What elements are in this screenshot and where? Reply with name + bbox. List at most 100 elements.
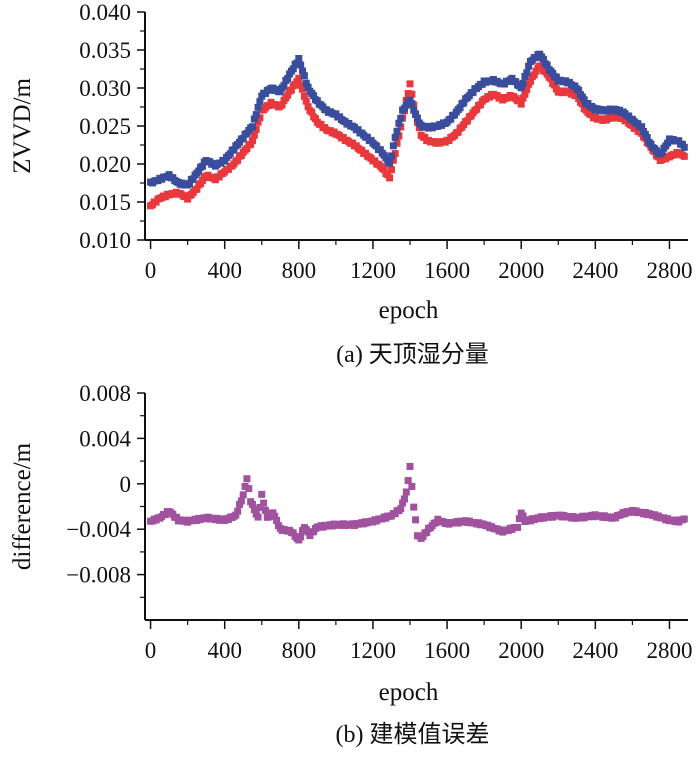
data-point (230, 146, 238, 154)
data-point (387, 166, 395, 174)
data-point (469, 88, 477, 96)
x-axis-title: epoch (379, 679, 439, 706)
data-point (395, 132, 403, 140)
data-point (551, 81, 559, 89)
x-tick-label: 800 (282, 638, 317, 663)
y-tick-label: 0.004 (79, 426, 131, 451)
data-point (311, 115, 319, 123)
data-point (308, 108, 316, 116)
data-point (239, 491, 247, 499)
data-point (647, 140, 655, 148)
data-point (423, 528, 431, 536)
data-point (393, 127, 401, 135)
data-point (382, 154, 390, 162)
data-point (273, 516, 281, 524)
data-point (300, 92, 308, 100)
data-point (538, 63, 546, 71)
data-point (297, 533, 305, 541)
data-point (289, 65, 297, 73)
data-point (276, 88, 284, 96)
data-point (408, 100, 416, 108)
data-point (397, 114, 405, 122)
data-point (552, 73, 560, 81)
data-point (278, 101, 286, 109)
x-axis-title: epoch (379, 297, 439, 324)
data-point (248, 500, 256, 508)
panel-caption: (b) 建模值误差 (336, 721, 490, 748)
data-point (295, 54, 303, 62)
data-point (526, 77, 534, 85)
data-point (265, 513, 273, 521)
data-point (530, 71, 538, 79)
data-point (243, 475, 251, 483)
data-point (473, 105, 481, 113)
data-point (523, 86, 531, 94)
data-point (664, 139, 672, 147)
y-tick-label: 0.020 (79, 152, 131, 177)
data-point (389, 142, 397, 150)
data-point (221, 157, 229, 165)
data-point (406, 462, 414, 470)
data-point (543, 61, 551, 69)
data-point (539, 55, 547, 63)
data-point (284, 91, 292, 99)
data-point (547, 75, 555, 83)
data-point (400, 495, 408, 503)
data-point (302, 97, 310, 105)
data-point (386, 159, 394, 167)
data-point (306, 532, 314, 540)
data-point (521, 90, 529, 98)
y-tick-label: 0 (120, 472, 132, 497)
x-tick-label: 400 (207, 638, 242, 663)
data-point (402, 488, 410, 496)
y-tick-label: −0.008 (66, 563, 131, 588)
data-point (399, 499, 407, 507)
data-point (476, 101, 484, 109)
data-point (389, 156, 397, 164)
data-point (519, 94, 527, 102)
data-point (447, 115, 455, 123)
x-tick-label: 1200 (350, 638, 396, 663)
data-point (658, 149, 666, 157)
data-point (395, 119, 403, 127)
data-point (254, 513, 262, 521)
panel-b: 0 400 800 1200 1600 2000 2400 2800 0.008 0.004 0 −0… (9, 381, 692, 748)
data-point (310, 92, 318, 100)
data-point (404, 477, 412, 485)
data-point (237, 497, 245, 505)
data-point (185, 180, 193, 188)
y-ticks: 0.010 0.015 0.020 0.025 0.030 0.035 0.040 (79, 0, 145, 253)
data-point (295, 74, 303, 82)
data-point (410, 503, 418, 511)
data-point (271, 512, 279, 520)
data-point (260, 499, 268, 507)
data-point (517, 100, 525, 108)
data-point (254, 103, 262, 111)
data-point (454, 128, 462, 136)
data-point (293, 59, 301, 67)
data-point (412, 516, 420, 524)
panel-caption: (a) 天顶湿分量 (336, 341, 489, 368)
panel-a: 0 400 800 1200 1600 2000 2400 28000.0100.0150.0… (9, 0, 692, 368)
data-point (299, 67, 307, 75)
x-tick-label: 1600 (424, 258, 470, 283)
data-point (519, 79, 527, 87)
data-point (304, 83, 312, 91)
data-point (515, 515, 523, 523)
data-point (680, 143, 688, 151)
data-point (261, 506, 269, 514)
data-point (386, 174, 394, 182)
data-point (297, 61, 305, 69)
y-tick-label: 0.025 (79, 114, 131, 139)
data-point (250, 131, 258, 139)
data-point (248, 123, 256, 131)
data-point (391, 150, 399, 158)
data-point (256, 98, 264, 106)
data-point (256, 114, 264, 122)
data-point (463, 117, 471, 125)
data-point (250, 115, 258, 123)
data-point (460, 99, 468, 107)
data-point (517, 84, 525, 92)
y-tick-label: 0.008 (79, 381, 131, 406)
